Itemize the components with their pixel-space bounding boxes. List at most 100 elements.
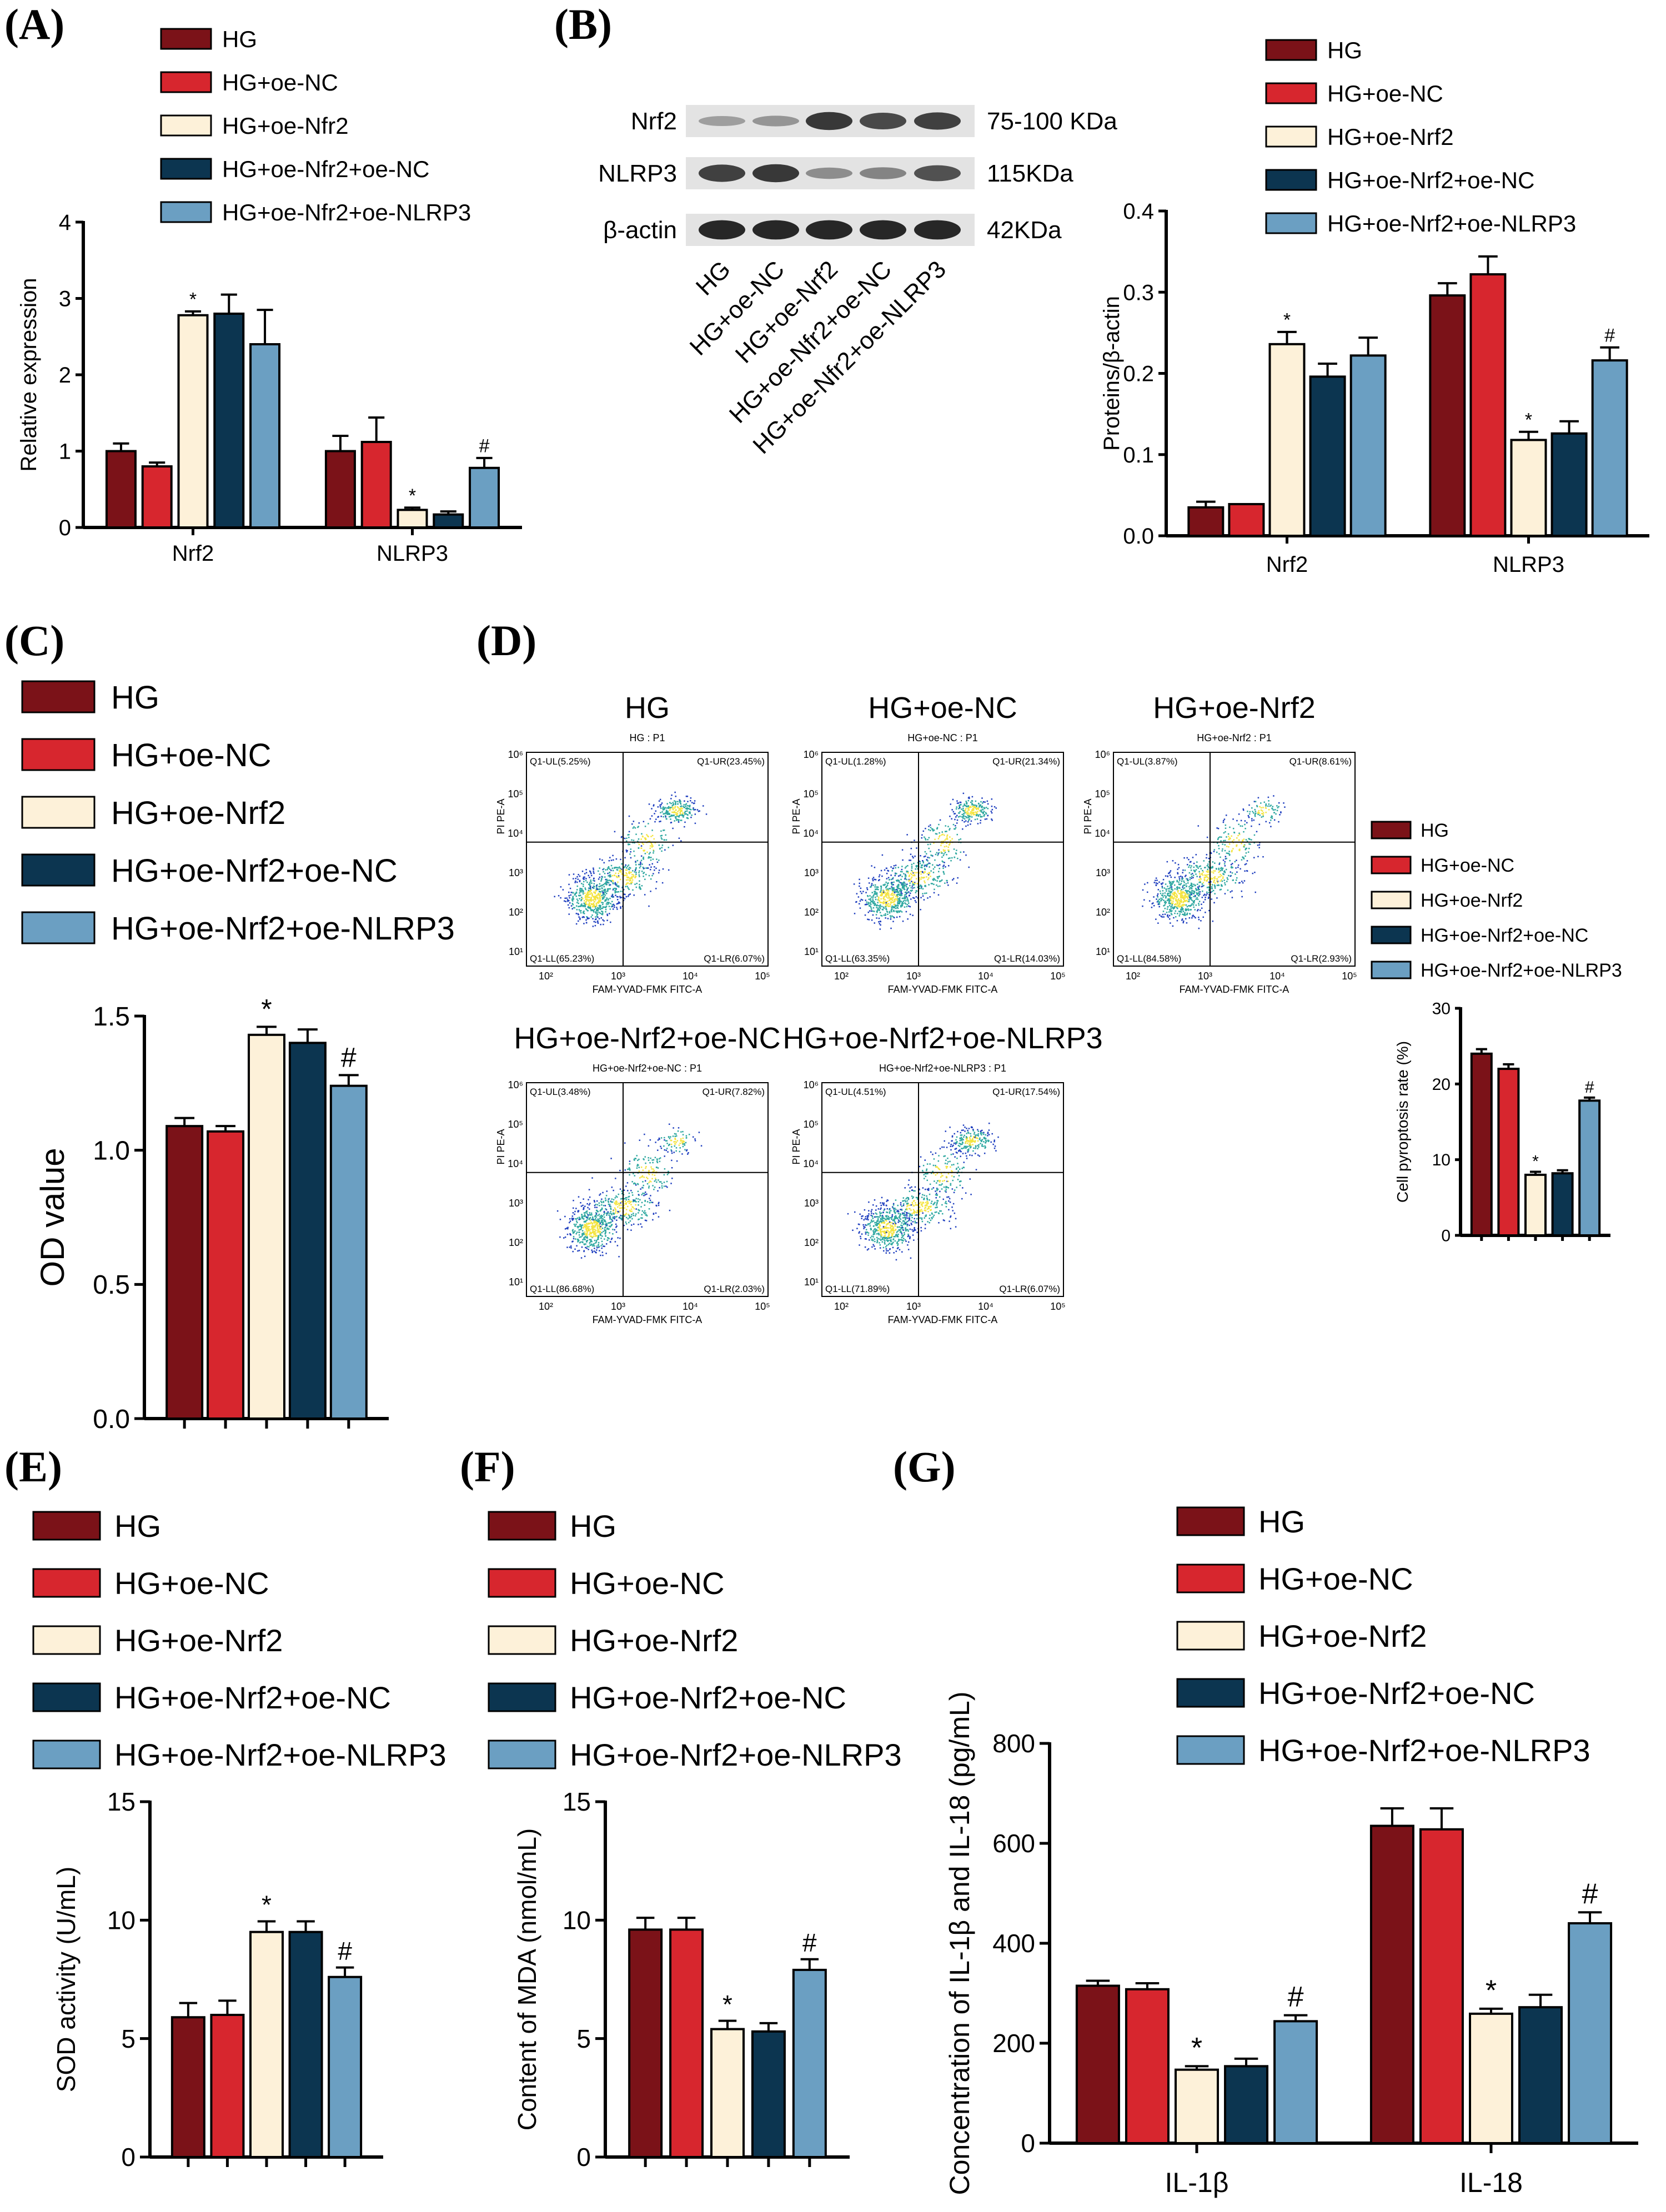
flow-event-dot [932, 868, 935, 870]
flow-event-dot [906, 888, 908, 891]
flow-event-dot [1213, 884, 1216, 886]
flow-event-dot [922, 877, 925, 878]
flow-event-dot [653, 1159, 655, 1161]
flow-event-dot [962, 809, 964, 811]
flow-event-dot [1175, 862, 1176, 864]
flow-event-dot [847, 1213, 849, 1215]
flow-event-dot [1222, 876, 1224, 878]
flow-event-dot [644, 1213, 645, 1214]
flow-event-dot [576, 905, 578, 907]
flow-event-dot [644, 1192, 646, 1193]
flow-event-dot [595, 884, 598, 887]
flow-event-dot [605, 1226, 606, 1228]
flow-event-dot [1202, 916, 1204, 918]
flow-event-dot [876, 1240, 879, 1243]
flow-event-dot [941, 879, 943, 881]
flow-event-dot [606, 881, 608, 883]
flow-event-dot [644, 1219, 646, 1221]
flow-event-dot [917, 868, 919, 870]
flow-event-dot [629, 872, 630, 874]
flow-event-dot [580, 1257, 583, 1259]
flow-event-dot [1214, 878, 1216, 879]
flow-event-dot [971, 796, 973, 798]
flow-event-dot [885, 913, 886, 915]
flow-event-dot [1161, 894, 1163, 896]
flow-event-dot [906, 878, 907, 881]
flow-event-dot [944, 839, 946, 841]
flow-event-dot [1175, 916, 1177, 918]
flow-event-dot [914, 899, 916, 902]
flow-event-dot [942, 871, 945, 873]
flow-event-dot [685, 1142, 687, 1144]
flow-event-dot [892, 877, 894, 879]
flow-event-dot [1249, 811, 1251, 813]
flow-event-dot [675, 1147, 678, 1149]
flow-event-dot [593, 1228, 595, 1230]
flow-event-dot [649, 852, 651, 853]
flow-event-dot [896, 896, 899, 898]
flow-event-dot [587, 909, 589, 912]
flow-event-dot [588, 906, 589, 907]
flow-event-dot [584, 1224, 586, 1226]
flow-event-dot [889, 911, 891, 913]
flow-event-dot [1246, 870, 1248, 872]
flow-event-dot [1260, 807, 1262, 809]
flow-event-dot [1195, 917, 1196, 919]
flow-event-dot [603, 1223, 605, 1225]
flow-event-dot [612, 908, 614, 910]
flow-event-dot [599, 897, 601, 898]
flow-event-dot [895, 905, 897, 907]
flow-event-dot [675, 1150, 677, 1152]
flow-event-dot [635, 833, 637, 835]
flow-event-dot [625, 1223, 628, 1225]
flow-event-dot [1221, 885, 1223, 887]
flow-event-dot [1172, 908, 1175, 910]
flow-event-dot [866, 903, 867, 905]
flow-event-dot [1191, 883, 1193, 885]
flow-event-dot [882, 1231, 885, 1233]
flow-event-dot [605, 907, 607, 908]
flow-event-dot [1178, 879, 1181, 881]
flow-event-dot [1205, 896, 1206, 898]
flow-event-dot [897, 907, 899, 909]
flow-event-dot [927, 839, 929, 841]
flow-event-dot [885, 886, 887, 888]
flow-event-dot [889, 888, 890, 889]
flow-event-dot [1196, 861, 1198, 863]
flow-event-dot [585, 901, 587, 903]
flow-event-dot [939, 1196, 941, 1198]
flow-event-dot [585, 1211, 587, 1213]
flow-event-dot [885, 917, 886, 919]
flow-event-dot [1164, 913, 1166, 915]
flow-event-dot [590, 872, 592, 874]
flow-event-dot [1165, 903, 1166, 904]
flow-event-dot [594, 1215, 596, 1216]
flow-event-dot [631, 1214, 633, 1215]
flow-event-dot [598, 886, 600, 888]
flow-x-tick-label: 10³ [1198, 971, 1212, 982]
flow-event-dot [1177, 863, 1180, 866]
flow-event-dot [583, 923, 585, 924]
flow-event-dot [1162, 882, 1164, 884]
flow-event-dot [868, 919, 870, 921]
flow-event-dot [585, 922, 588, 924]
flow-event-dot [1254, 811, 1257, 812]
flow-event-dot [594, 1220, 596, 1223]
flow-event-dot [611, 896, 614, 897]
flow-event-dot [654, 866, 655, 868]
flow-event-dot [910, 872, 912, 874]
flow-event-dot [632, 889, 634, 891]
flow-event-dot [1217, 876, 1220, 878]
flow-event-dot [596, 888, 598, 890]
flow-event-dot [880, 1234, 882, 1235]
flow-event-dot [640, 845, 643, 847]
flow-event-dot [589, 1212, 591, 1214]
flow-event-dot [610, 1158, 612, 1159]
flow-event-dot [1191, 897, 1192, 899]
flow-event-dot [1201, 897, 1203, 898]
flow-event-dot [1206, 874, 1208, 876]
flow-event-dot [611, 1214, 613, 1215]
flow-event-dot [877, 1223, 879, 1224]
flow-event-dot [959, 805, 960, 807]
flow-event-dot [674, 807, 676, 809]
